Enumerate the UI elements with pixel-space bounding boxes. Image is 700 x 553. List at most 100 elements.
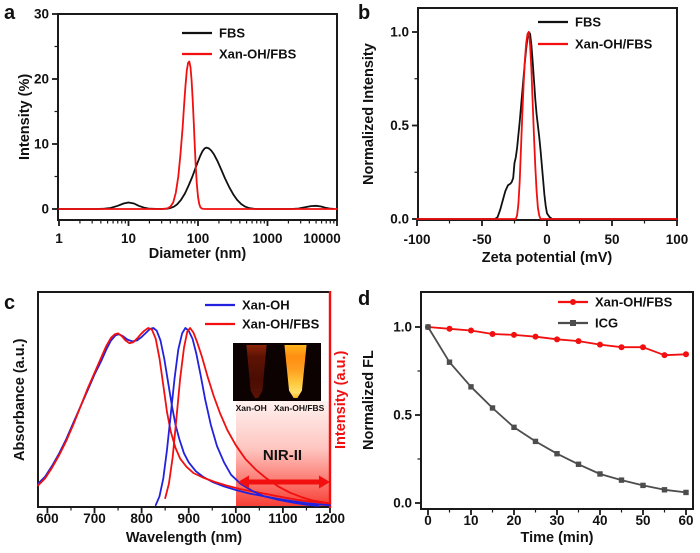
y-tick-label: 20 bbox=[34, 72, 49, 87]
panel-c-x-axis-title: Wavelength (nm) bbox=[125, 530, 243, 546]
x-tick-label: 1200 bbox=[315, 511, 345, 526]
legend-label: Xan-OH/FBS bbox=[595, 295, 673, 310]
x-tick-label: 100 bbox=[187, 231, 210, 246]
x-tick-label: 1000 bbox=[221, 511, 251, 526]
inset-labels: Xan-OH Xan-OH/FBS bbox=[229, 403, 331, 413]
arrowhead-left bbox=[238, 475, 249, 489]
legend-label: FBS bbox=[219, 26, 245, 41]
panel-c-plot: 600 700 800 900 1000 1100 1200 Xan-OH Xan-OH/FBS bbox=[36, 291, 345, 526]
arrowhead-right bbox=[319, 475, 330, 489]
data-point bbox=[468, 327, 474, 334]
panel-a-y-axis-title: Intensity (%) bbox=[17, 73, 33, 161]
y-tick-label: 10 bbox=[34, 137, 49, 152]
panel-d-x-axis-title: Time (min) bbox=[520, 530, 594, 546]
x-tick-label: 10 bbox=[121, 231, 136, 246]
data-point bbox=[511, 331, 517, 338]
panel-d-plot: 0 10 20 30 40 50 60 0.0 0.5 1.0 Xan-OH/FBS ICG bbox=[393, 291, 694, 528]
y-tick-label: 0.0 bbox=[393, 496, 412, 511]
x-tick-label: 50 bbox=[604, 232, 619, 247]
x-tick-label: 1 bbox=[55, 231, 63, 246]
y-tick-label: 0.5 bbox=[393, 408, 412, 423]
x-tick-label: 1000 bbox=[252, 231, 282, 246]
legend-marker bbox=[570, 299, 576, 305]
panel-c-y-axis-title: Absorbance (a.u.) bbox=[12, 338, 28, 461]
data-point bbox=[661, 487, 668, 493]
x-tick-label: 0 bbox=[543, 232, 551, 247]
series-xan-oh-emission bbox=[154, 327, 320, 507]
panel-c: c Absorbance (a.u.) Intensity (a.u.) 600… bbox=[0, 280, 350, 553]
panel-b-letter: b bbox=[358, 2, 371, 24]
panel-b-x-axis-title: Zeta potential (mV) bbox=[481, 250, 613, 266]
data-point bbox=[661, 352, 668, 359]
data-point bbox=[446, 325, 453, 332]
legend-label: Xan-OH/FBS bbox=[575, 37, 653, 52]
x-tick-label: 800 bbox=[130, 511, 153, 526]
x-tick-label: 10000 bbox=[303, 231, 341, 246]
y-tick-label: 1.0 bbox=[390, 25, 409, 40]
panel-a-plot: 1 10 100 1000 10000 0 10 20 30 FBS Xan-OH/FBS bbox=[34, 7, 341, 247]
data-point bbox=[575, 338, 582, 345]
panel-a-letter: a bbox=[4, 2, 16, 24]
inset-label-xan-oh-fbs: Xan-OH/FBS bbox=[273, 403, 325, 413]
x-tick-label: 0 bbox=[424, 513, 432, 528]
axis-frame bbox=[420, 291, 694, 510]
series-xan-oh-fbs bbox=[58, 60, 338, 210]
data-point bbox=[597, 471, 603, 477]
series-xan-oh-fbs-absorbance bbox=[37, 327, 331, 505]
data-point bbox=[489, 331, 496, 338]
xan-oh-tube-image bbox=[246, 345, 267, 398]
data-point bbox=[554, 336, 560, 343]
data-point bbox=[640, 344, 646, 351]
x-tick-label: 20 bbox=[506, 513, 521, 528]
x-tick-label: 600 bbox=[36, 511, 59, 526]
panel-a: a Intensity (%) 1 10 100 1000 10000 0 10 20 30 FB… bbox=[0, 0, 350, 280]
legend-label: Xan-OH bbox=[242, 298, 290, 313]
panel-b-y-axis-title: Normalized Intensity bbox=[361, 43, 377, 185]
panel-b-plot: -100 -50 0 50 100 0.0 0.5 1.0 FBS Xan-OH/FBS bbox=[390, 7, 689, 247]
data-point bbox=[532, 438, 539, 445]
x-tick-label: 900 bbox=[177, 511, 200, 526]
x-tick-label: 50 bbox=[635, 513, 650, 528]
legend-marker bbox=[570, 320, 576, 326]
panel-d-y-axis-title: Normalized FL bbox=[361, 350, 377, 451]
x-tick-label: 40 bbox=[592, 513, 607, 528]
data-point bbox=[446, 359, 453, 365]
xan-oh-fbs-tube-image bbox=[284, 345, 307, 398]
data-point bbox=[532, 333, 539, 340]
y-tick-label: 1.0 bbox=[393, 320, 412, 335]
y-tick-label: 0.5 bbox=[390, 118, 409, 133]
panel-d-letter: d bbox=[358, 288, 371, 310]
series-xan-oh-fbs-emission bbox=[164, 327, 331, 505]
fluorescence-inset-image bbox=[233, 343, 321, 401]
y-tick-label: 30 bbox=[34, 7, 49, 22]
series-xan-oh-fbs bbox=[416, 31, 678, 220]
data-point bbox=[640, 482, 646, 489]
x-tick-label: 1100 bbox=[268, 511, 297, 526]
data-point bbox=[683, 489, 689, 496]
series-fbs bbox=[416, 31, 678, 220]
legend-label: ICG bbox=[595, 316, 618, 331]
axis-frame bbox=[37, 291, 330, 508]
data-point bbox=[468, 384, 474, 390]
series-icg bbox=[427, 326, 687, 494]
x-tick-label: -50 bbox=[472, 232, 492, 247]
data-point bbox=[618, 477, 625, 483]
x-tick-label: 30 bbox=[549, 513, 564, 528]
data-point bbox=[683, 351, 689, 358]
data-point bbox=[511, 424, 517, 431]
data-point bbox=[575, 461, 582, 467]
x-tick-label: 100 bbox=[666, 232, 689, 247]
x-tick-label: -100 bbox=[403, 232, 430, 247]
y-tick-label: 0.0 bbox=[390, 212, 409, 227]
data-point bbox=[618, 344, 625, 351]
y-tick-label: 0 bbox=[41, 202, 49, 217]
panel-c-right-y-axis-title: Intensity (a.u.) bbox=[333, 350, 349, 449]
data-point bbox=[489, 405, 496, 411]
legend-label: FBS bbox=[575, 15, 601, 30]
data-point bbox=[597, 341, 603, 348]
panel-b: b Normalized Intensity -100 -50 0 50 100 0.0 0… bbox=[350, 0, 700, 280]
inset-label-xan-oh: Xan-OH bbox=[235, 403, 267, 413]
legend-label: Xan-OH/FBS bbox=[242, 317, 320, 332]
panel-c-letter: c bbox=[4, 292, 16, 314]
